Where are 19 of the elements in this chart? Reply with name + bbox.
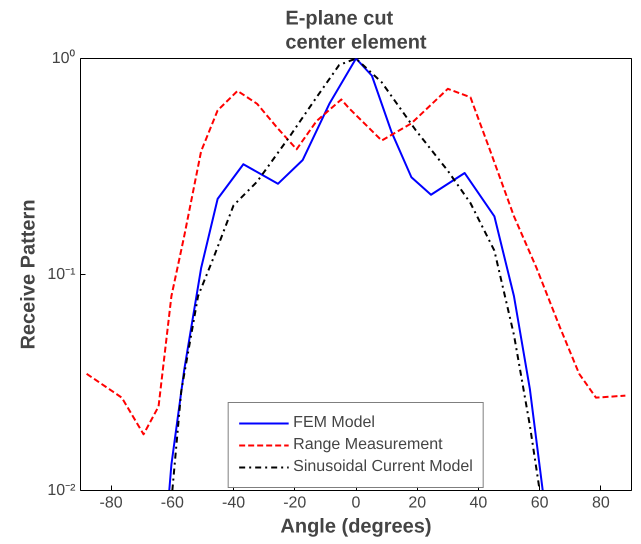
legend-label: Range Measurement (293, 436, 443, 454)
x-tick-label: 40 (470, 494, 488, 512)
legend-label: FEM Model (293, 414, 375, 432)
x-tick-label: -60 (160, 494, 184, 512)
x-axis-title: Angle (degrees) (280, 516, 432, 538)
x-tick-label: 0 (352, 494, 361, 512)
line-series (86, 88, 626, 436)
legend-label: Sinusoidal Current Model (293, 458, 473, 476)
x-tick-label: 80 (592, 494, 610, 512)
x-tick-label: 20 (408, 494, 426, 512)
x-tick-label: -20 (283, 494, 306, 512)
y-axis-title: Receive Pattern (17, 199, 40, 350)
y-tick-label: 10⁰ (52, 49, 76, 67)
chart-title: E-plane cut center element (285, 7, 427, 54)
y-tick-label: 10⁻¹ (47, 266, 76, 283)
y-tick-label: 10⁻² (47, 482, 76, 499)
x-tick-label: 60 (530, 494, 549, 512)
x-tick-label: -80 (100, 494, 123, 512)
x-tick-label: -40 (222, 494, 246, 512)
